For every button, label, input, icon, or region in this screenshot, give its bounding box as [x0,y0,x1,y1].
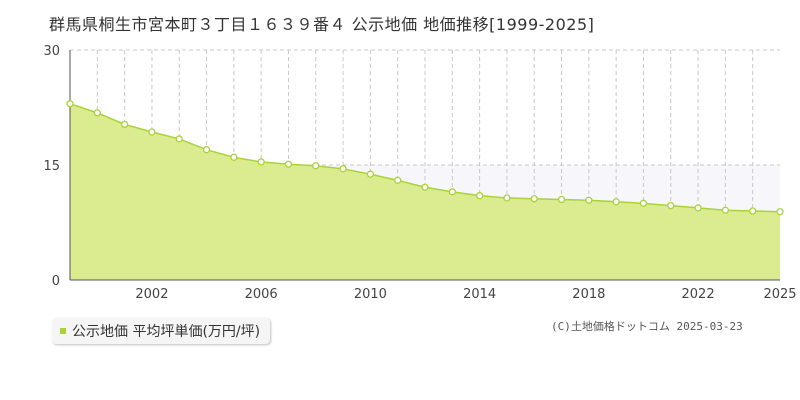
x-tick-label: 2010 [354,287,387,302]
data-point [448,188,456,196]
data-point [475,192,484,200]
price-points [66,100,784,216]
data-point [639,199,648,207]
data-point [312,162,320,170]
data-point [175,135,183,143]
horizontal-gridlines [70,49,780,166]
chart-axes [69,50,780,281]
data-point [530,195,538,203]
data-point [394,176,402,184]
y-tick-label: 0 [52,274,60,289]
y-tick-label: 30 [43,44,60,59]
data-point [503,194,511,202]
data-point [585,196,593,204]
data-point [284,160,293,168]
data-point [93,109,101,117]
data-point [366,170,375,178]
x-tick-label: 2002 [135,287,168,302]
x-tick-label: 2025 [763,287,796,302]
data-point [257,158,265,166]
data-point [612,198,620,206]
page-title: 群馬県桐生市宮本町３丁目１６３９番４ 公示地価 地価推移[1999-2025] [49,15,595,34]
data-point [557,195,566,204]
legend-label: 公示地価 平均坪単価(万円/坪) [72,324,261,340]
x-tick-label: 2014 [463,287,496,302]
x-tick-label: 2006 [245,287,278,302]
data-point [66,100,74,108]
data-point [694,204,702,212]
data-point [749,207,757,215]
legend-marker [60,328,66,334]
data-point [421,183,429,191]
data-point [230,153,238,161]
legend: 公示地価 平均坪単価(万円/坪) [52,318,271,344]
copyright: (C)土地価格ドットコム 2025-03-23 [551,320,743,333]
data-point [721,206,730,214]
price-area [70,103,780,281]
x-tick-labels: 2002 2006 2010 2014 2018 2022 2025 [135,287,796,302]
data-point [667,201,675,210]
data-point [120,120,129,129]
y-tick-labels: 0 15 30 [43,44,60,289]
data-point [776,208,784,216]
data-point [339,165,347,173]
x-tick-label: 2022 [682,287,715,302]
data-point [148,128,156,136]
data-point [202,146,211,154]
x-tick-label: 2018 [572,287,605,302]
y-tick-label: 15 [43,159,60,174]
